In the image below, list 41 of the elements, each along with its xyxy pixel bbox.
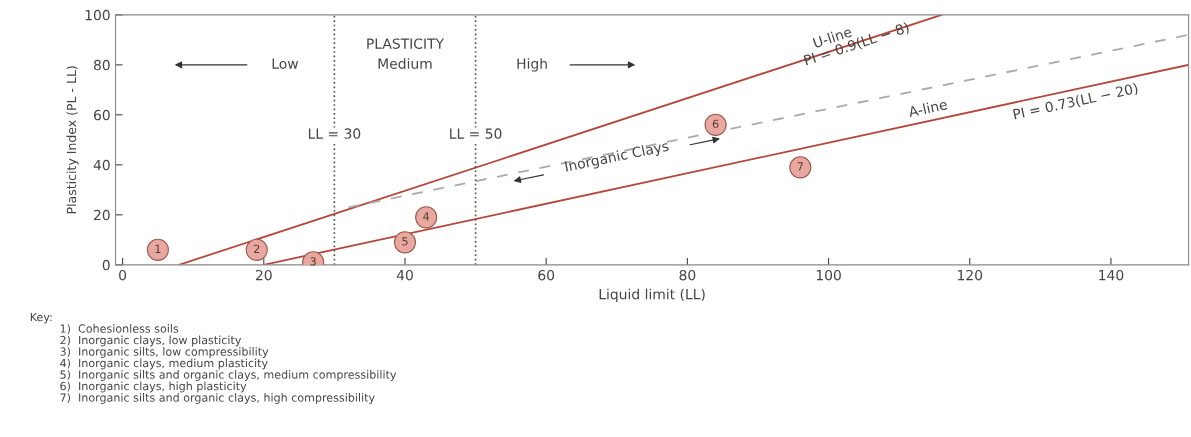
annotation: Low [272, 58, 299, 69]
annotation: 4 [423, 212, 430, 221]
annotation: 5 [402, 237, 408, 246]
y-tick-label: 80 [93, 59, 110, 71]
x-axis-title: Liquid limit (LL) [599, 288, 705, 303]
annotation: Medium [378, 58, 432, 69]
text: 4) Inorganic clays, medium plasticity [60, 358, 268, 370]
x-tick-label: 0 [119, 269, 127, 281]
x-tick-label: 40 [396, 269, 413, 281]
text: 5) Inorganic silts and organic clays, medium compressibility [60, 370, 397, 381]
x-tick-label: 140 [1099, 269, 1124, 281]
text: 2) Inorganic clays, low plasticity [60, 335, 242, 347]
x-tick-label: 100 [816, 269, 841, 281]
text: 7) Inorganic silts and organic clays, high compressibility [60, 393, 375, 404]
y-tick-label: 40 [93, 159, 110, 171]
point [393, 231, 417, 254]
annotation: 1 [155, 244, 161, 253]
annotation: 2 [254, 244, 260, 253]
text: Key: [30, 312, 52, 324]
x-tick-label: 120 [958, 269, 983, 281]
y-tick-label: 20 [94, 209, 110, 221]
text: 6) Inorganic clays, high plasticity [60, 381, 247, 393]
text: A-line [907, 98, 948, 118]
ref-line-label: LL = 50 [450, 128, 502, 139]
annotation: High [517, 58, 547, 72]
text: 1) Cohesionless soils [60, 324, 179, 335]
annotation: PI = 0.73(LL − 20) [1012, 82, 1139, 122]
y-axis-title: Plasticity Index (PL - LL) [66, 66, 79, 214]
x-tick-label: 20 [255, 269, 272, 281]
annotation: 7 [797, 162, 803, 171]
y-tick-label: 0 [102, 259, 110, 271]
text: 3) Inorganic silts, low compressibility [60, 347, 269, 358]
x-tick-label: 80 [679, 269, 696, 281]
y-tick-label: 100 [85, 9, 110, 21]
y-tick-label: 60 [93, 109, 110, 121]
point [245, 238, 268, 261]
annotation: Inorganic Clays [564, 140, 670, 175]
annotation: 6 [712, 119, 719, 129]
annotation: PLASTICITY [367, 38, 445, 49]
x-tick-label: 60 [538, 269, 555, 281]
ref-line-label: LL = 30 [308, 128, 361, 139]
